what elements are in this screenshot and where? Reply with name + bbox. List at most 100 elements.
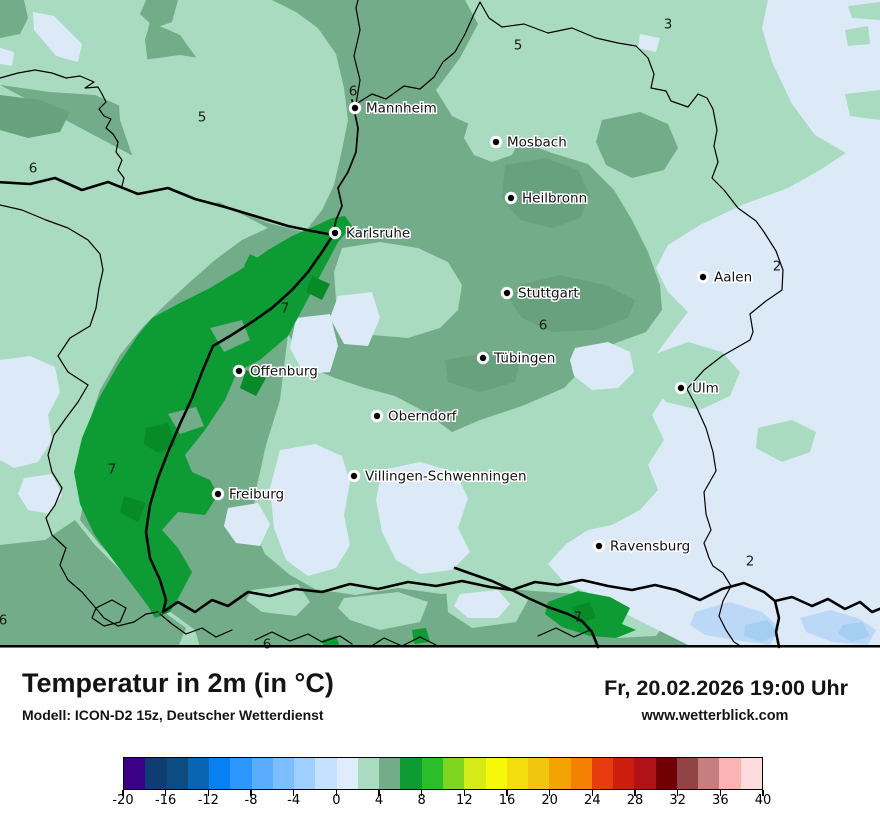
city-dot	[503, 289, 511, 297]
map-region-paleblue-freiburg-s	[224, 503, 270, 546]
temp-value-label: 7	[108, 462, 117, 478]
map-region-paleblue-east	[548, 0, 880, 647]
map-region-mint-blob5	[118, 55, 312, 205]
temp-value-label: 2	[746, 554, 755, 570]
legend-tick	[634, 790, 636, 796]
legend-segment	[655, 758, 677, 789]
city-marker: Aalen	[696, 268, 754, 287]
legend-segment	[315, 758, 337, 789]
legend-segment	[187, 758, 210, 789]
legend-segment	[272, 758, 295, 789]
legend-tick	[250, 790, 252, 796]
border-hesse	[353, 0, 361, 105]
city-marker: Oberndorf	[370, 407, 459, 426]
legend-segment	[634, 758, 656, 789]
legend-segment	[294, 758, 316, 789]
temp-value-label: 7	[281, 301, 290, 317]
legend-segment	[549, 758, 571, 789]
city-dot	[677, 384, 685, 392]
timestamp: Fr, 20.02.2026 19:00 Uhr	[604, 676, 848, 700]
legend-segment	[400, 758, 422, 789]
city-dot	[492, 138, 500, 146]
temp-value-label: 5	[198, 110, 207, 126]
temp-value-label: 6	[263, 637, 272, 653]
legend-tick	[762, 790, 764, 796]
legend-tick-label: 0	[332, 793, 341, 808]
legend-segment	[506, 758, 529, 789]
map-region-greendark1	[306, 276, 330, 300]
border-hochrhein	[453, 566, 600, 649]
map-region-mint-mosbach	[464, 112, 520, 162]
city-label: Offenburg	[250, 364, 318, 380]
map-region-paleblue-pocket1	[638, 34, 660, 52]
city-label: Heilbronn	[522, 191, 587, 207]
map-region-sagedark-heilbronn	[502, 158, 590, 228]
legend-segment	[676, 758, 699, 789]
border-south-thin1	[159, 613, 233, 638]
map-region-alps-blue3	[744, 620, 778, 642]
city-marker: Heilbronn	[504, 189, 589, 208]
legend-tick-label: 12	[456, 793, 473, 808]
city-dot	[331, 229, 339, 237]
city-dot	[235, 367, 243, 375]
city-label: Mannheim	[366, 101, 437, 117]
legend-tick	[207, 790, 210, 796]
map-region-mint-ne-island1	[845, 90, 880, 120]
city-dot	[507, 194, 515, 202]
map-region-paleblue-alsace2	[18, 474, 62, 514]
map-region-sagedark-nw	[0, 95, 70, 138]
legend-tick	[463, 790, 466, 796]
legend-segment	[528, 758, 550, 789]
map-region-green-speck3	[244, 254, 262, 272]
map-region-sage-nw2	[140, 0, 178, 28]
legend-colorbar	[123, 757, 763, 790]
city-marker: Mosbach	[489, 133, 568, 152]
map-region-paleblue-blackforest	[270, 444, 350, 576]
legend-tick	[506, 790, 508, 796]
border-bavaria	[355, 1, 784, 648]
map-region-paleblue-alsace1	[0, 356, 60, 468]
border-switzerland	[161, 578, 880, 614]
map-region-alps-blue4	[838, 622, 870, 642]
legend-tick-label: -8	[244, 793, 258, 808]
city-label: Ravensburg	[610, 539, 690, 555]
legend-segment	[145, 758, 167, 789]
legend-tick-label: 8	[417, 793, 426, 808]
legend-segment	[464, 758, 486, 789]
legend-tick-label: 32	[669, 793, 686, 808]
city-marker: Mannheim	[348, 99, 438, 118]
temperature-values-layer: 5 6 6 5 3 7 2 6 7 2 6 6 7	[0, 17, 781, 653]
map-region-paleblue-band	[454, 590, 510, 618]
city-label: Villingen-Schwenningen	[365, 469, 527, 485]
city-label: Tübingen	[493, 351, 555, 367]
legend-segment	[230, 758, 252, 789]
temp-value-label: 3	[664, 17, 673, 33]
temp-value-label: 6	[349, 84, 358, 100]
border-austria	[773, 599, 781, 649]
page-title: Temperatur in 2m (in °C)	[22, 668, 334, 698]
map-frame-bottom	[0, 645, 880, 648]
website-url: www.wetterblick.com	[641, 708, 789, 724]
city-marker: Offenburg	[232, 362, 319, 381]
city-dot	[373, 412, 381, 420]
legend-segment	[591, 758, 614, 789]
city-dot	[479, 354, 487, 362]
legend-segment	[698, 758, 720, 789]
legend-segment	[421, 758, 443, 789]
city-label: Ulm	[692, 381, 719, 397]
temp-value-label: 2	[773, 259, 782, 275]
legend-tick-label: 4	[374, 793, 384, 808]
city-dot	[351, 104, 359, 112]
legend-tick-label: 28	[626, 793, 644, 808]
legend-segment	[166, 758, 188, 789]
legend-segment	[336, 758, 358, 789]
legend-tick-label: 36	[712, 793, 729, 808]
legend-segment	[379, 758, 401, 789]
city-marker: Ulm	[674, 379, 720, 398]
border-alsace	[0, 204, 159, 627]
legend-segment	[613, 758, 635, 789]
temp-value-label: 7	[574, 610, 583, 626]
legend-tick-label: -4	[287, 793, 301, 808]
